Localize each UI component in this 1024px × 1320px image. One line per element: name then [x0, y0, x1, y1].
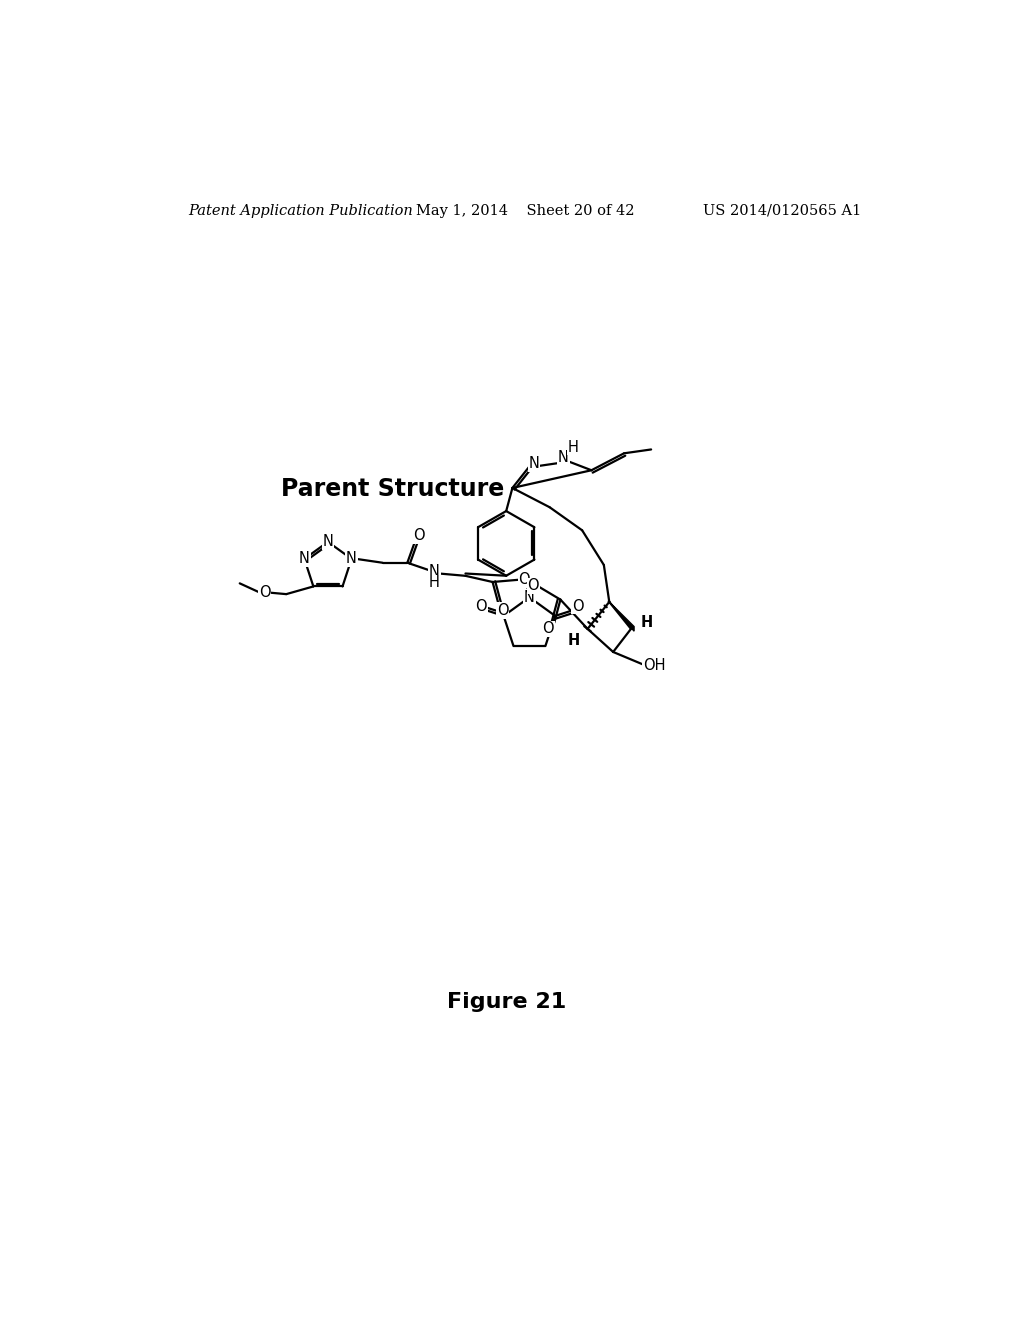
Text: H: H [640, 615, 652, 630]
Text: O: O [543, 622, 554, 636]
Text: O: O [571, 599, 584, 614]
Text: H: H [567, 632, 580, 648]
Text: H: H [429, 576, 440, 590]
Text: Figure 21: Figure 21 [447, 991, 566, 1011]
Text: OH: OH [643, 659, 666, 673]
Text: N: N [528, 455, 540, 471]
Text: N: N [323, 535, 334, 549]
Text: H: H [567, 440, 579, 454]
Text: N: N [299, 552, 310, 566]
Text: N: N [346, 552, 357, 566]
Text: N: N [524, 590, 535, 605]
Text: Parent Structure: Parent Structure [282, 478, 505, 502]
Text: US 2014/0120565 A1: US 2014/0120565 A1 [702, 203, 861, 218]
Text: O: O [518, 572, 530, 587]
Text: O: O [475, 599, 487, 614]
Text: N: N [558, 450, 569, 466]
Text: Patent Application Publication: Patent Application Publication [188, 203, 414, 218]
Text: O: O [497, 603, 509, 618]
Text: O: O [413, 528, 425, 544]
Text: O: O [527, 578, 540, 593]
Text: N: N [429, 565, 440, 579]
Text: O: O [259, 585, 270, 601]
Polygon shape [608, 601, 634, 631]
Text: May 1, 2014    Sheet 20 of 42: May 1, 2014 Sheet 20 of 42 [416, 203, 634, 218]
